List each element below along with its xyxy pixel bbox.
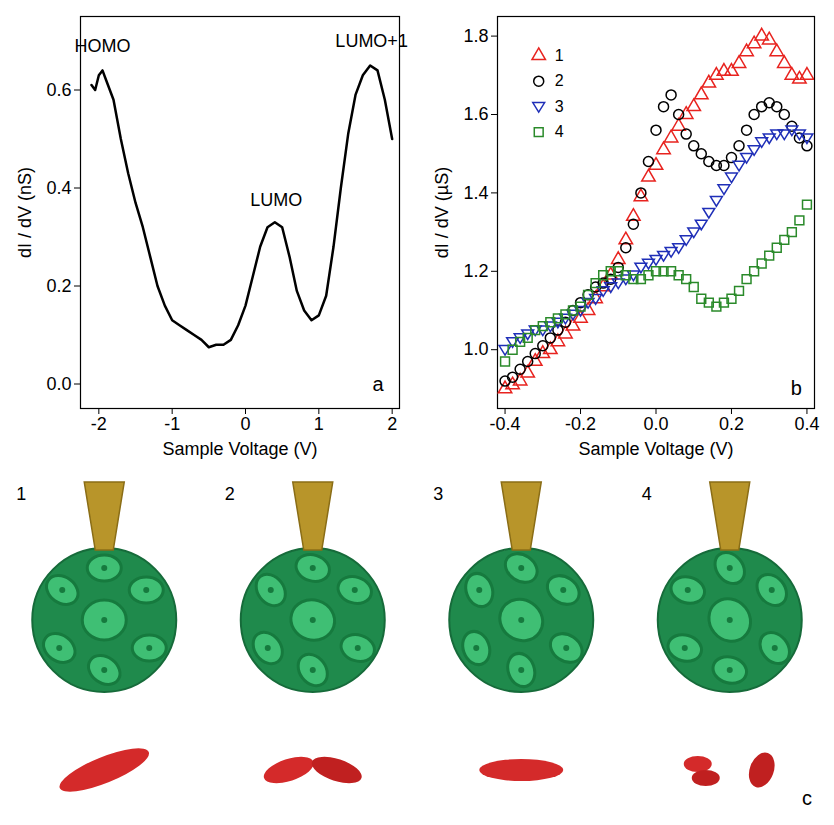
svg-text:4: 4 (642, 484, 652, 504)
svg-text:0.0: 0.0 (46, 374, 71, 394)
svg-text:dI / dV (nS): dI / dV (nS) (15, 167, 35, 258)
svg-text:HOMO: HOMO (75, 36, 131, 56)
svg-text:1: 1 (16, 484, 26, 504)
svg-text:4: 4 (555, 123, 564, 140)
svg-text:LUMO: LUMO (250, 190, 302, 210)
svg-text:1.0: 1.0 (463, 339, 488, 359)
svg-text:-1: -1 (164, 414, 180, 434)
svg-text:1: 1 (555, 47, 564, 64)
svg-text:3: 3 (555, 98, 564, 115)
svg-text:2: 2 (387, 414, 397, 434)
svg-text:1.6: 1.6 (463, 104, 488, 124)
svg-text:0.4: 0.4 (46, 178, 71, 198)
svg-text:Sample Voltage (V): Sample Voltage (V) (162, 439, 317, 459)
svg-text:0.6: 0.6 (46, 80, 71, 100)
svg-text:0: 0 (240, 414, 250, 434)
svg-text:Sample Voltage (V): Sample Voltage (V) (578, 439, 733, 459)
svg-text:LUMO+1: LUMO+1 (335, 31, 408, 51)
svg-text:2: 2 (225, 484, 235, 504)
svg-text:dI / dV (µS): dI / dV (µS) (432, 167, 452, 258)
svg-text:-0.2: -0.2 (565, 414, 596, 434)
svg-text:1: 1 (314, 414, 324, 434)
svg-text:1.8: 1.8 (463, 26, 488, 46)
svg-text:0.2: 0.2 (719, 414, 744, 434)
svg-text:0.4: 0.4 (794, 414, 819, 434)
svg-text:a: a (372, 373, 384, 395)
svg-text:1.2: 1.2 (463, 261, 488, 281)
svg-text:2: 2 (555, 72, 564, 89)
svg-text:3: 3 (433, 484, 443, 504)
svg-text:b: b (791, 377, 802, 399)
svg-text:-2: -2 (91, 414, 107, 434)
svg-text:-0.4: -0.4 (490, 414, 521, 434)
svg-text:0.0: 0.0 (643, 414, 668, 434)
svg-text:1.4: 1.4 (463, 183, 488, 203)
svg-text:c: c (802, 787, 812, 809)
svg-text:0.2: 0.2 (46, 276, 71, 296)
